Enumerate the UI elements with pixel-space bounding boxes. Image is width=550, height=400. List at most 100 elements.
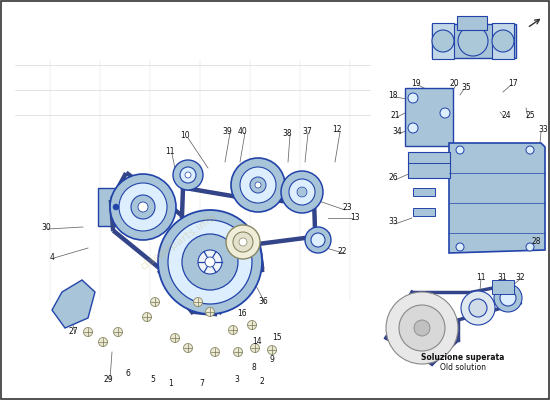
- Circle shape: [36, 29, 88, 81]
- Circle shape: [233, 232, 253, 252]
- Bar: [405, 88, 453, 146]
- Circle shape: [240, 167, 276, 203]
- Polygon shape: [52, 280, 95, 328]
- Bar: [413, 208, 435, 216]
- Text: 3: 3: [234, 374, 239, 384]
- Circle shape: [158, 210, 262, 314]
- Bar: [140, 8, 162, 63]
- Text: 12: 12: [332, 126, 342, 134]
- Circle shape: [142, 312, 151, 322]
- Text: 18: 18: [388, 90, 398, 100]
- Circle shape: [113, 204, 119, 210]
- Text: 40: 40: [238, 128, 248, 136]
- Polygon shape: [449, 143, 545, 253]
- Circle shape: [194, 298, 202, 306]
- Circle shape: [98, 338, 107, 346]
- Bar: [10, 60, 375, 300]
- Text: 13: 13: [350, 212, 360, 222]
- Text: 25: 25: [525, 112, 535, 120]
- Text: 11: 11: [165, 148, 175, 156]
- Bar: [432, 23, 454, 59]
- Circle shape: [267, 346, 277, 354]
- Circle shape: [84, 328, 92, 336]
- Text: classicparts.info: classicparts.info: [138, 212, 218, 272]
- Circle shape: [250, 344, 260, 352]
- Bar: [386, 5, 546, 263]
- Circle shape: [173, 160, 203, 190]
- Text: 8: 8: [252, 364, 256, 372]
- Text: 6: 6: [125, 368, 130, 378]
- Circle shape: [432, 30, 454, 52]
- Text: 20: 20: [449, 78, 459, 88]
- Bar: [100, 8, 122, 63]
- Circle shape: [198, 250, 222, 274]
- Text: 35: 35: [461, 82, 471, 92]
- Circle shape: [461, 291, 495, 325]
- Text: 7: 7: [200, 378, 205, 388]
- Text: 32: 32: [515, 272, 525, 282]
- Text: 16: 16: [237, 308, 247, 318]
- Circle shape: [184, 344, 192, 352]
- Circle shape: [456, 146, 464, 154]
- Circle shape: [110, 174, 176, 240]
- Text: 17: 17: [508, 78, 518, 88]
- Text: 30: 30: [41, 222, 51, 232]
- Circle shape: [469, 299, 487, 317]
- Bar: [180, 8, 202, 63]
- Circle shape: [151, 298, 160, 306]
- Text: 23: 23: [342, 202, 352, 212]
- Circle shape: [408, 123, 418, 133]
- Circle shape: [228, 326, 238, 334]
- Circle shape: [226, 225, 260, 259]
- Circle shape: [206, 308, 214, 316]
- Circle shape: [289, 179, 315, 205]
- Text: 19: 19: [411, 78, 421, 88]
- Circle shape: [399, 305, 445, 351]
- Circle shape: [211, 348, 219, 356]
- Circle shape: [297, 187, 307, 197]
- Text: 36: 36: [258, 298, 268, 306]
- Text: 11: 11: [476, 272, 486, 282]
- Circle shape: [526, 146, 534, 154]
- Text: 39: 39: [222, 128, 232, 136]
- Circle shape: [113, 328, 123, 336]
- Bar: [408, 152, 450, 178]
- Circle shape: [131, 195, 155, 219]
- Circle shape: [408, 93, 418, 103]
- Text: 10: 10: [180, 132, 190, 140]
- Circle shape: [386, 292, 458, 364]
- Circle shape: [494, 284, 522, 312]
- Circle shape: [182, 234, 238, 290]
- Text: 9: 9: [270, 356, 274, 364]
- Text: 14: 14: [252, 338, 262, 346]
- Circle shape: [119, 183, 167, 231]
- Text: 33: 33: [538, 126, 548, 134]
- Circle shape: [234, 348, 243, 356]
- Circle shape: [24, 17, 100, 93]
- Bar: [340, 8, 362, 63]
- Text: 15: 15: [272, 332, 282, 342]
- Bar: [413, 188, 435, 196]
- Bar: [492, 280, 514, 294]
- Bar: [98, 188, 134, 226]
- Circle shape: [526, 243, 534, 251]
- Circle shape: [500, 290, 516, 306]
- Bar: [386, 268, 546, 396]
- Circle shape: [311, 233, 325, 247]
- Text: 4: 4: [50, 252, 54, 262]
- Circle shape: [180, 167, 196, 183]
- Circle shape: [168, 220, 252, 304]
- Text: 29: 29: [103, 376, 113, 384]
- Text: 26: 26: [388, 174, 398, 182]
- Text: 22: 22: [337, 248, 346, 256]
- Circle shape: [205, 257, 215, 267]
- Text: 33: 33: [388, 218, 398, 226]
- Text: 2: 2: [260, 378, 265, 386]
- Circle shape: [239, 238, 247, 246]
- Circle shape: [185, 172, 191, 178]
- Bar: [432, 24, 516, 58]
- Circle shape: [440, 108, 450, 118]
- Bar: [300, 8, 322, 63]
- Text: 37: 37: [302, 128, 312, 136]
- Circle shape: [231, 158, 285, 212]
